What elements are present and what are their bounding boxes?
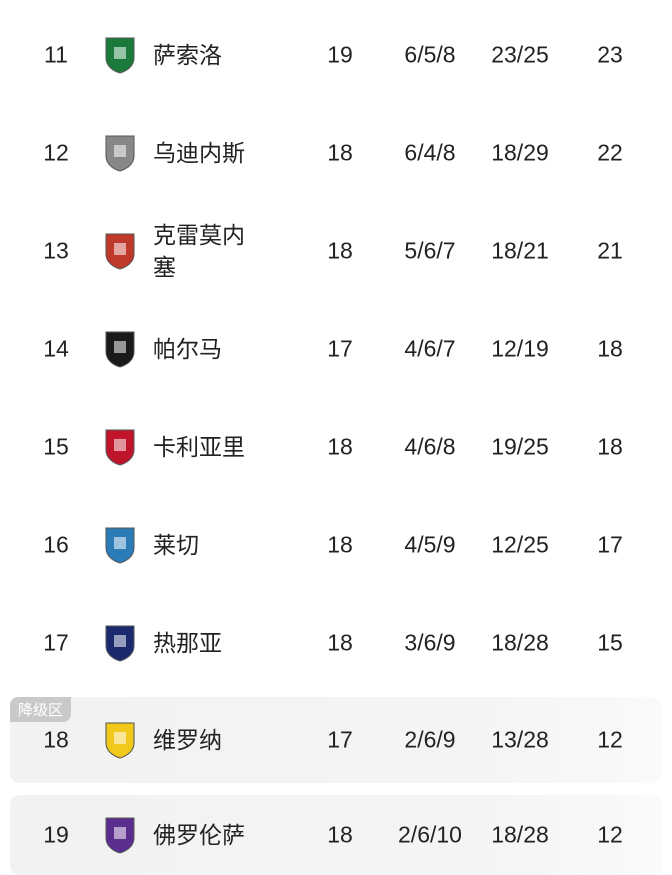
win-draw-loss: 6/4/8 [404,139,456,166]
played: 17 [327,335,353,362]
goals-for-against: 13/28 [491,726,549,753]
team-rank: 15 [43,433,69,460]
team-rank: 17 [43,629,69,656]
played: 18 [327,139,353,166]
genoa-crest-icon [102,623,138,663]
win-draw-loss: 5/6/7 [404,237,456,264]
points: 18 [597,433,623,460]
team-rank: 19 [43,821,69,848]
points: 17 [597,531,623,558]
goals-for-against: 18/28 [491,629,549,656]
goals-for-against: 18/29 [491,139,549,166]
parma-crest-icon [102,329,138,369]
team-name: 莱切 [153,532,199,558]
cagliari-crest-icon [102,427,138,467]
points: 22 [597,139,623,166]
played: 19 [327,41,353,68]
team-row[interactable]: 13 克雷莫内塞 18 5/6/7 18/21 21 [0,202,672,300]
cremonese-crest-icon [102,231,138,271]
team-rank: 14 [43,335,69,362]
udinese-crest-icon [102,133,138,173]
team-row[interactable]: 17 热那亚 18 3/6/9 18/28 15 [0,594,672,692]
goals-for-against: 18/21 [491,237,549,264]
team-name: 维罗纳 [153,727,222,753]
team-row[interactable]: 11 萨索洛 19 6/5/8 23/25 23 [0,6,672,104]
team-name: 佛罗伦萨 [153,822,245,848]
team-row[interactable]: 19 佛罗伦萨 18 2/6/10 18/28 12 [10,795,662,875]
team-row[interactable]: 18 维罗纳 17 2/6/9 13/28 12 [10,697,662,783]
win-draw-loss: 6/5/8 [404,41,456,68]
team-name: 乌迪内斯 [153,140,245,166]
goals-for-against: 19/25 [491,433,549,460]
goals-for-against: 18/28 [491,821,549,848]
played: 18 [327,821,353,848]
team-rank: 18 [43,726,69,753]
team-rank: 16 [43,531,69,558]
goals-for-against: 12/25 [491,531,549,558]
verona-crest-icon [102,720,138,760]
sassuolo-crest-icon [102,35,138,75]
win-draw-loss: 2/6/9 [404,726,456,753]
team-name: 萨索洛 [153,42,222,68]
team-row[interactable]: 16 莱切 18 4/5/9 12/25 17 [0,496,672,594]
points: 21 [597,237,623,264]
points: 15 [597,629,623,656]
team-name: 卡利亚里 [153,434,245,460]
played: 18 [327,433,353,460]
played: 17 [327,726,353,753]
team-rank: 13 [43,237,69,264]
relegation-zone-badge: 降级区 [10,697,72,722]
team-row[interactable]: 14 帕尔马 17 4/6/7 12/19 18 [0,300,672,398]
goals-for-against: 23/25 [491,41,549,68]
win-draw-loss: 3/6/9 [404,629,456,656]
team-name: 克雷莫内塞 [153,222,245,280]
win-draw-loss: 2/6/10 [398,821,462,848]
team-row[interactable]: 12 乌迪内斯 18 6/4/8 18/29 22 [0,104,672,202]
team-name: 热那亚 [153,630,222,656]
goals-for-against: 12/19 [491,335,549,362]
win-draw-loss: 4/5/9 [404,531,456,558]
team-row[interactable]: 15 卡利亚里 18 4/6/8 19/25 18 [0,398,672,496]
points: 12 [597,821,623,848]
win-draw-loss: 4/6/8 [404,433,456,460]
lecce-crest-icon [102,525,138,565]
fiorentina-crest-icon [102,815,138,855]
points: 23 [597,41,623,68]
played: 18 [327,237,353,264]
points: 12 [597,726,623,753]
played: 18 [327,629,353,656]
points: 18 [597,335,623,362]
team-name: 帕尔马 [153,336,222,362]
win-draw-loss: 4/6/7 [404,335,456,362]
team-rank: 12 [43,139,69,166]
team-rank: 11 [44,41,68,68]
played: 18 [327,531,353,558]
